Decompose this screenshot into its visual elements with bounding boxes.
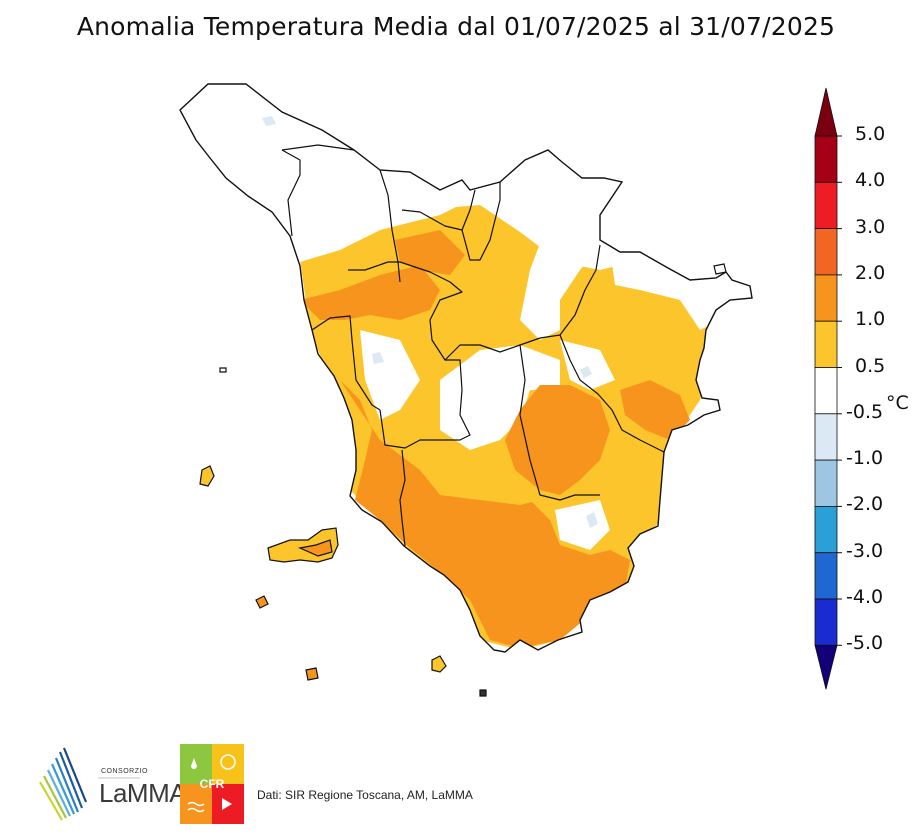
colorbar-tick-label: 3.0 [855, 215, 886, 238]
lamma-logo-name: LaMMA [99, 778, 187, 808]
colorbar-bin [814, 413, 838, 461]
colorbar-bin [814, 459, 838, 507]
colorbar-tick-label: 4.0 [855, 169, 886, 192]
colorbar-bin [814, 598, 838, 646]
colorbar-tick-label: -5.0 [846, 632, 884, 655]
colorbar-bin [814, 505, 838, 554]
colorbar-tick-label: -1.0 [846, 447, 884, 470]
colorbar-bin [814, 135, 838, 183]
colorbar-unit: °C [886, 392, 909, 414]
colorbar-under-arrow [814, 644, 838, 690]
data-source: Dati: SIR Regione Toscana, AM, LaMMA [257, 788, 473, 802]
colorbar-tick-label: 2.0 [855, 261, 886, 284]
colorbar-tick-label: -0.5 [846, 400, 884, 423]
colorbar-tick-label: -2.0 [846, 493, 884, 516]
colorbar-bin [814, 228, 838, 276]
colorbar-bin [814, 552, 838, 600]
map-title: Anomalia Temperatura Media dal 01/07/202… [76, 12, 836, 41]
colorbar-tick-label: -3.0 [846, 539, 884, 562]
colorbar-tick-label: 1.0 [855, 308, 886, 331]
colorbar-bin [814, 320, 838, 368]
lamma-logo-icon [39, 747, 140, 821]
colorbar-bin [814, 367, 838, 415]
cfr-logo-icon: CFR [180, 744, 244, 824]
colorbar [814, 87, 842, 690]
cfr-logo-text: CFR [200, 777, 225, 791]
colorbar-over-arrow [814, 87, 838, 137]
lamma-logo-caption: CONSORZIO [101, 768, 148, 775]
colorbar-bin [814, 181, 838, 230]
colorbar-tick-label: 0.5 [855, 354, 886, 377]
colorbar-tick-label: -4.0 [846, 586, 884, 608]
colorbar-bin [814, 274, 838, 322]
colorbar-tick-label: 5.0 [855, 123, 886, 145]
